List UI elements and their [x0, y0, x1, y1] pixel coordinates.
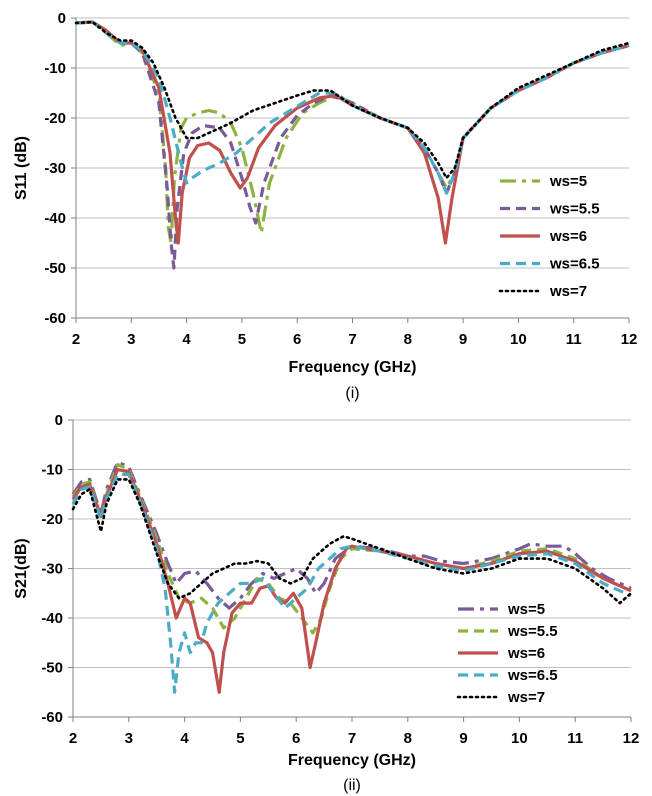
x-tick-label: 6: [292, 730, 300, 747]
legend-label: ws=7: [549, 283, 587, 300]
y-tick-label: -30: [41, 561, 63, 578]
legend-label: ws=6.5: [549, 256, 600, 273]
legend-label: ws=5: [549, 173, 587, 190]
legend-label: ws=5.5: [549, 201, 600, 218]
chart-panel-2: 0 -10 -20 -30 -40 -50 -60 2 3 4 5 6 7 8 9 10 11 12 Frequen…: [13, 412, 639, 794]
x-tick-label: 7: [348, 331, 356, 348]
panel-caption: (i): [345, 385, 359, 402]
x-tick-label: 9: [459, 331, 467, 348]
y-axis-label: S11 (dB): [13, 136, 30, 200]
x-tick-label: 4: [180, 730, 189, 747]
y-tick-label: -40: [44, 210, 66, 227]
legend-label: ws=5: [507, 601, 545, 618]
y-tick-label: -20: [44, 110, 66, 127]
y-tick-label: -20: [41, 511, 63, 528]
x-tick-label: 12: [623, 730, 640, 747]
x-tick-label: 9: [459, 730, 467, 747]
legend-label: ws=5.5: [507, 623, 558, 640]
x-tick-label: 8: [404, 331, 412, 348]
y-tick-label: -30: [44, 160, 66, 177]
x-tick-label: 10: [510, 331, 527, 348]
y-tick-label: -50: [41, 660, 63, 677]
x-tick-label: 5: [236, 730, 244, 747]
x-tick-label: 10: [511, 730, 528, 747]
x-tick-label: 11: [566, 331, 582, 348]
series-line-3: [75, 20, 630, 245]
x-tick-label: 12: [621, 331, 638, 348]
chart-panel-1: 0 -10 -20 -30 -40 -50 -60 2 3 4 5 6 7 8 9 10 11 12 Frequen…: [13, 10, 637, 402]
y-tick-label: -10: [44, 60, 66, 77]
series-line-2: [75, 20, 630, 270]
y-tick-label: -60: [44, 310, 66, 327]
series-line-5: [71, 478, 633, 605]
panel-caption: (ii): [343, 777, 361, 794]
y-tick-label: 0: [55, 412, 63, 429]
y-axis-label: S21(dB): [13, 538, 30, 598]
x-tick-label: 3: [127, 331, 135, 348]
legend-label: ws=6.5: [507, 667, 558, 684]
x-tick-label: 11: [567, 730, 583, 747]
legend: ws=5 ws=5.5 ws=6 ws=6.5 ws=7: [498, 173, 600, 300]
x-tick-label: 7: [348, 730, 356, 747]
legend-label: ws=7: [507, 689, 545, 706]
x-axis-label: Frequency (GHz): [288, 752, 416, 769]
y-tick-label: -50: [44, 260, 66, 277]
x-tick-label: 6: [293, 331, 301, 348]
series-line-1: [71, 460, 632, 610]
series-line-5: [74, 20, 631, 180]
x-tick-label: 4: [182, 331, 191, 348]
x-tick-label: 3: [125, 730, 133, 747]
y-tick-label: -10: [41, 462, 63, 479]
legend-label: ws=6: [507, 645, 545, 662]
x-tick-label: 5: [238, 331, 246, 348]
y-tick-label: -60: [41, 709, 63, 726]
legend: ws=5 ws=5.5 ws=6 ws=6.5 ws=7: [456, 601, 558, 706]
series-line-4: [71, 472, 632, 694]
x-tick-label: 2: [72, 331, 80, 348]
series-line-1: [75, 20, 630, 245]
x-tick-label: 8: [404, 730, 412, 747]
y-tick-label: 0: [58, 10, 66, 27]
y-tick-label: -40: [41, 610, 63, 627]
x-tick-label: 2: [69, 730, 77, 747]
x-axis-label: Frequency (GHz): [288, 359, 416, 376]
series-line-3: [71, 467, 632, 694]
legend-label: ws=6: [549, 228, 587, 245]
series-line-4: [75, 20, 630, 195]
